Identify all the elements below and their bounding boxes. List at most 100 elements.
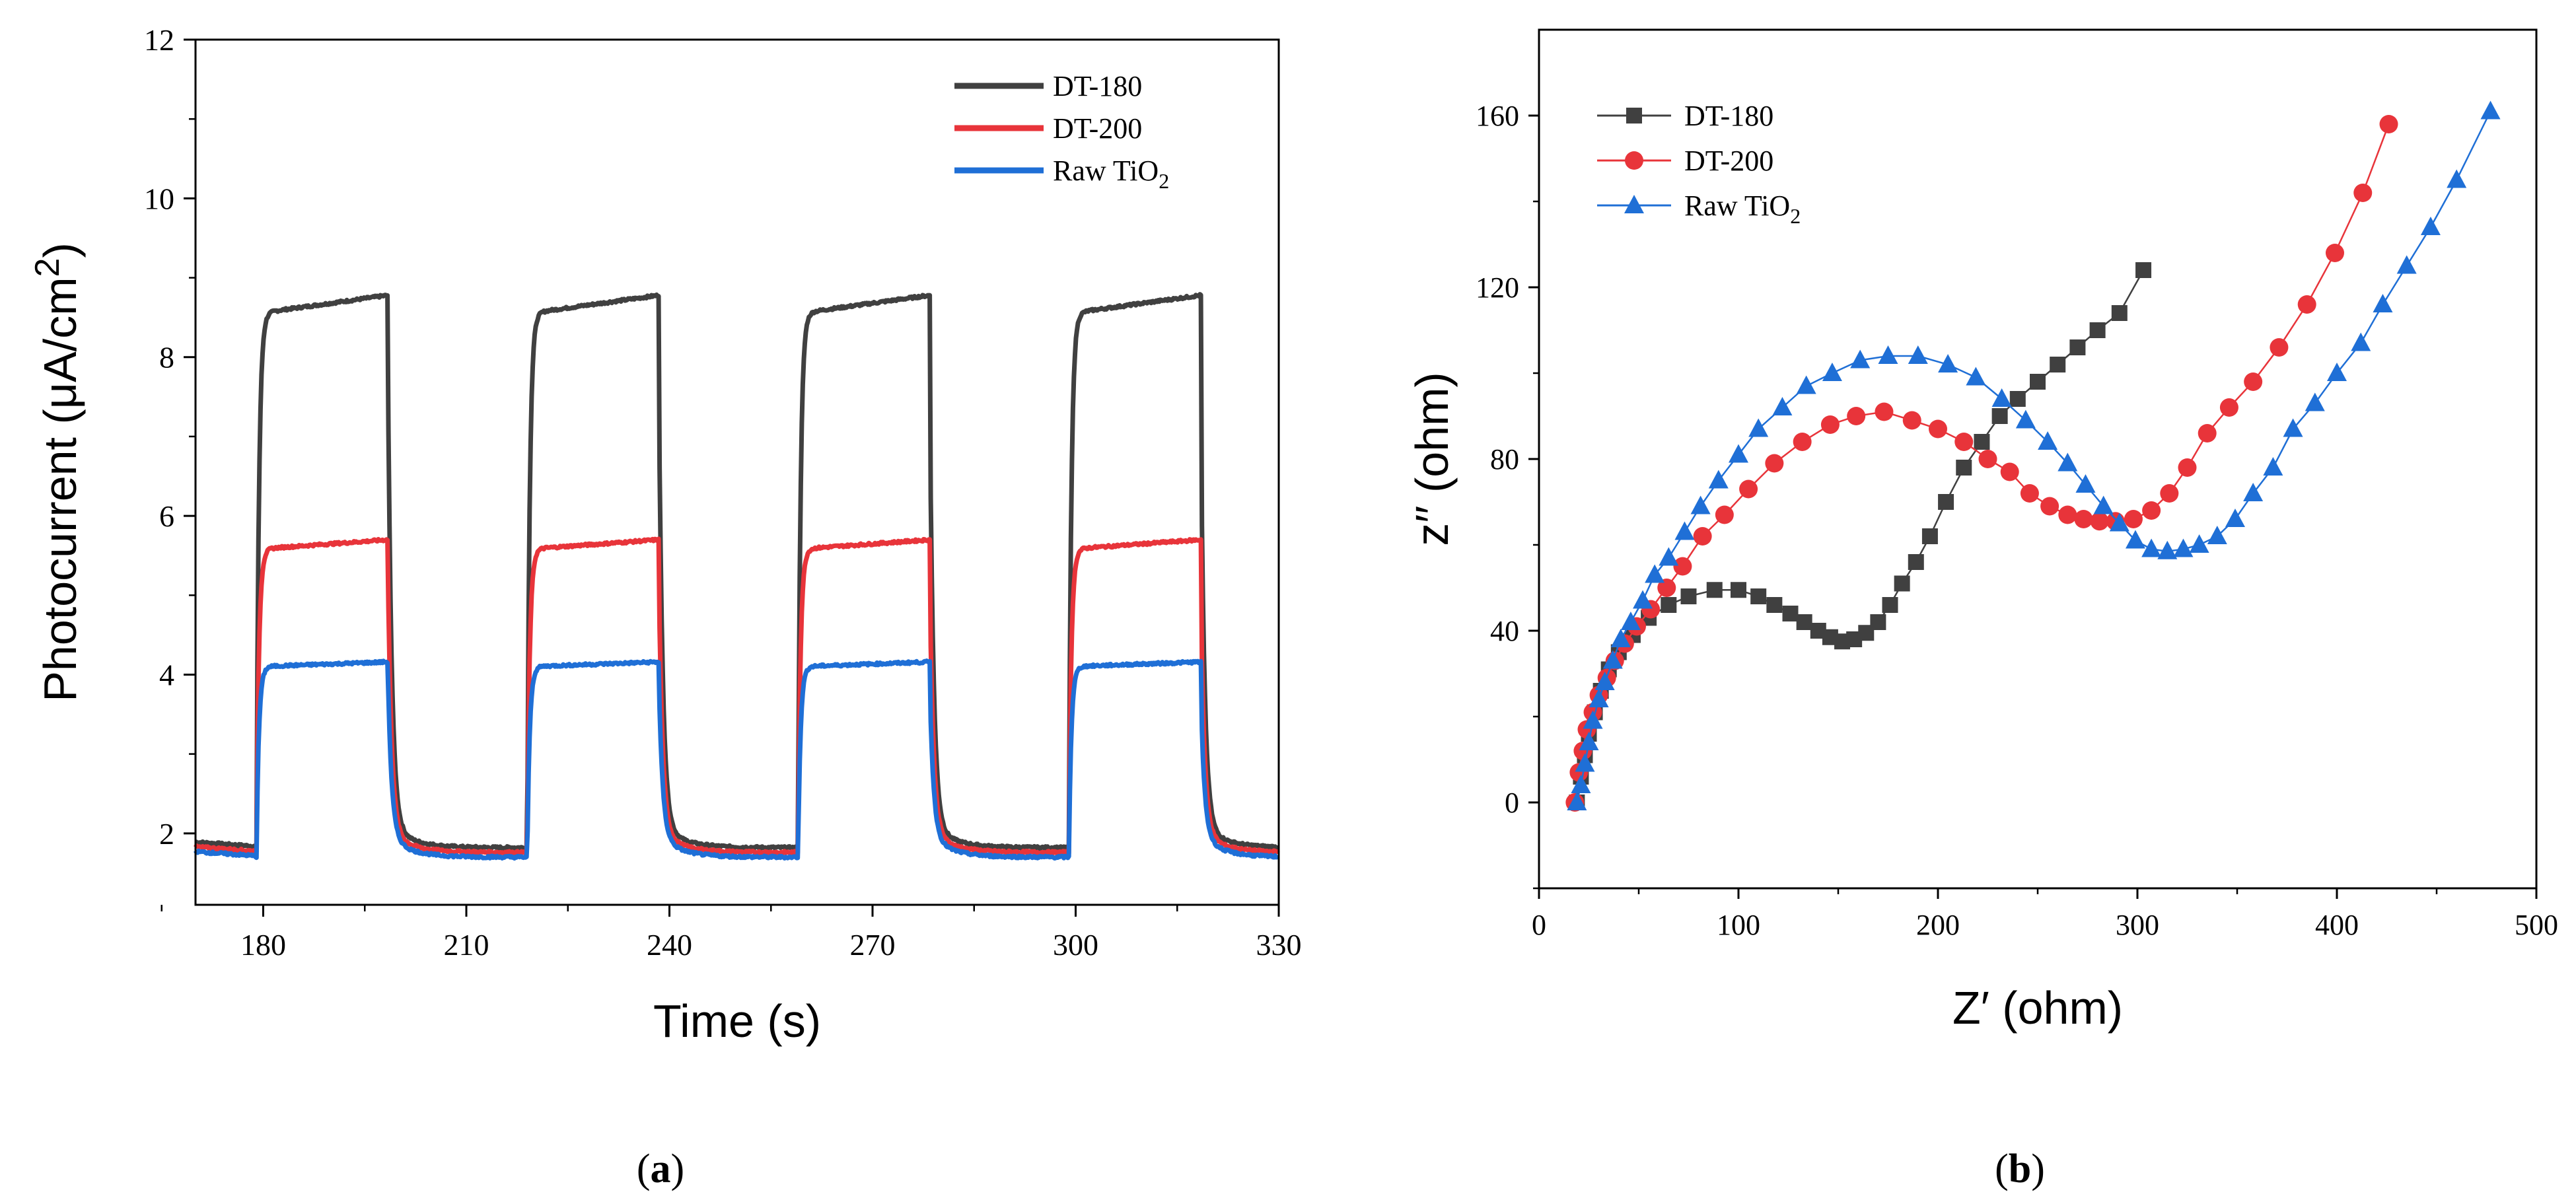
panel-b-ticks: 0 100 200 300 400 500 0 40 80 120 160 xyxy=(1476,100,2558,941)
panel-a-legend: DT-180 DT-200 Raw TiO2 xyxy=(954,70,1169,193)
panel-b-data-point xyxy=(2373,294,2393,312)
panel-b-data-point xyxy=(1966,367,1986,386)
panel-b-data-point xyxy=(2057,452,2078,472)
panel-b-data-point xyxy=(2142,501,2161,520)
panel-b-data-point xyxy=(1991,408,2008,424)
panel-b-data-point xyxy=(2480,100,2501,120)
panel-b-data-point xyxy=(1882,597,1898,613)
panel-b-legend-marker xyxy=(1626,108,1642,124)
panel-b-data-point xyxy=(2058,505,2077,524)
panel-a-y-tick-label: 10 xyxy=(144,182,174,215)
panel-b-data-point xyxy=(1850,349,1871,369)
panel-b-data-point xyxy=(1708,470,1729,489)
panel-a-legend-label: DT-180 xyxy=(1053,70,1142,102)
panel-b-y-tick-label: 160 xyxy=(1476,100,1519,132)
panel-b-data-point xyxy=(2420,217,2441,235)
panel-b-x-axis-title: Z′ (ohm) xyxy=(1952,982,2123,1034)
panel-a-ticks: 180 210 240 270 300 330 2 4 6 8 10 12 xyxy=(144,23,1302,962)
panel-b-legend-marker xyxy=(1624,195,1644,213)
panel-b-x-tick-label: 200 xyxy=(1916,909,1960,941)
panel-b-data-point xyxy=(2447,169,2467,188)
panel-b-data-point xyxy=(2243,483,2264,501)
panel-b-y-tick-label: 40 xyxy=(1490,615,1519,647)
panel-b-data-point xyxy=(1620,612,1641,630)
panel-b-x-tick-label: 400 xyxy=(2315,909,2359,941)
panel-b-data-point xyxy=(2050,357,2066,372)
panel-b-data-point xyxy=(1673,557,1692,576)
panel-b-caption: (b) xyxy=(1995,1147,2045,1191)
panel-b-data-point xyxy=(1693,527,1712,546)
panel-b-data-point xyxy=(1766,597,1783,613)
panel-b-data-point xyxy=(2225,509,2245,527)
panel-b-data-point xyxy=(2093,495,2114,514)
panel-b-data-point xyxy=(1579,732,1599,750)
panel-b-data-point xyxy=(1706,582,1723,598)
panel-b-data-point xyxy=(1956,460,1972,476)
panel-b-data-point xyxy=(1974,434,1990,450)
panel-a-x-tick-label: 210 xyxy=(444,928,489,962)
panel-b-data-point xyxy=(2207,526,2227,544)
panel-b-data-point xyxy=(1645,564,1665,583)
panel-b-data-point xyxy=(2000,462,2019,481)
panel-b-data-point xyxy=(1729,444,1748,463)
panel-b-y-tick-label: 120 xyxy=(1476,271,1519,304)
panel-a-x-tick-label: 270 xyxy=(850,928,896,962)
panel-b-data-point xyxy=(1929,419,1947,439)
panel-b-data-point xyxy=(2396,255,2417,274)
panel-b-legend-label: DT-180 xyxy=(1684,100,1773,132)
panel-a-x-tick-label: 330 xyxy=(1256,928,1302,962)
panel-b-data-point xyxy=(1793,433,1812,451)
panel-a-x-tick-label: 180 xyxy=(240,928,286,962)
panel-b-data-point xyxy=(2074,510,2093,528)
panel-b-data-point xyxy=(1847,407,1866,425)
panel-b-data-point xyxy=(1680,588,1697,604)
panel-b-data-point xyxy=(2327,363,2347,381)
panel-b-data-point xyxy=(1610,629,1631,647)
panel-b-data-point xyxy=(1796,375,1816,394)
panel-b-data-point xyxy=(1731,582,1746,598)
panel-b-data-point xyxy=(1765,454,1784,473)
panel-b-x-tick-label: 100 xyxy=(1717,909,1760,941)
panel-b-data-point xyxy=(2189,534,2209,553)
panel-b-data-point xyxy=(1674,521,1695,540)
panel-b-data-point xyxy=(2020,484,2039,503)
panel-b-data-point xyxy=(2075,474,2096,493)
panel-a-photocurrent-chart: 180 210 240 270 300 330 2 4 6 8 10 12 Time (s) Phot… xyxy=(28,23,1302,1191)
panel-a-y-tick-label: 2 xyxy=(159,817,174,851)
panel-b-data-point xyxy=(2173,538,2194,557)
panel-b-data-point xyxy=(1908,554,1924,570)
panel-b-data-point xyxy=(1938,494,1954,510)
panel-b-data-point xyxy=(1875,402,1894,421)
panel-b-data-point xyxy=(2270,338,2289,357)
panel-b-data-point xyxy=(2219,398,2238,417)
panel-b-data-point xyxy=(2111,305,2128,321)
panel-b-data-point xyxy=(1602,650,1623,669)
panel-b-data-point xyxy=(2325,244,2344,262)
panel-a-caption: (a) xyxy=(637,1147,684,1191)
panel-a-x-tick-label: 300 xyxy=(1053,928,1098,962)
panel-b-data-point xyxy=(1739,479,1758,499)
panel-b-legend: DT-180 DT-200 Raw TiO2 xyxy=(1597,100,1801,228)
panel-b-data-point xyxy=(1583,710,1603,729)
panel-b-data-point xyxy=(2160,484,2179,503)
panel-b-data-point xyxy=(1991,388,2012,407)
panel-b-data-point xyxy=(2090,512,2109,531)
panel-b-series-markers xyxy=(1565,100,2501,812)
panel-b-data-point xyxy=(1908,345,1928,364)
panel-a-series-line xyxy=(193,658,1279,861)
panel-b-y-tick-label: 0 xyxy=(1505,787,1519,819)
panel-b-data-point xyxy=(2353,184,2373,202)
panel-b-y-tick-label: 80 xyxy=(1490,443,1519,476)
panel-b-legend-label: Raw TiO2 xyxy=(1684,190,1801,228)
panel-b-data-point xyxy=(2244,372,2263,391)
panel-a-y-tick-label: 12 xyxy=(144,23,174,57)
panel-b-data-point xyxy=(2305,392,2325,411)
panel-b-x-tick-label: 500 xyxy=(2515,909,2558,941)
panel-b-legend-marker xyxy=(1625,151,1643,170)
panel-b-x-tick-label: 0 xyxy=(1532,909,1546,941)
panel-b-data-point xyxy=(2351,332,2371,351)
panel-b-data-point xyxy=(2283,418,2303,437)
panel-b-data-point xyxy=(2157,540,2178,559)
panel-b-data-point xyxy=(1822,363,1842,381)
